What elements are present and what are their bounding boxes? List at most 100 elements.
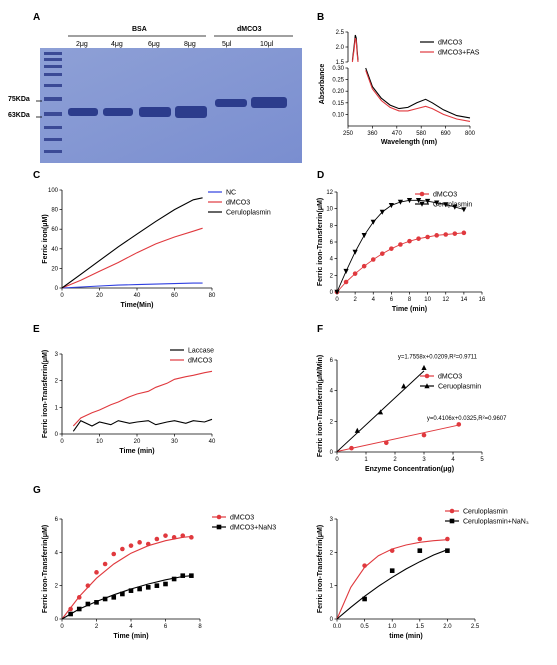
legend-label: dMCO3 xyxy=(188,358,212,365)
y-tick-label: 2 xyxy=(330,273,334,279)
gel-lane-label: 6μg xyxy=(148,41,160,48)
y-tick-label: 80 xyxy=(51,208,58,214)
legend-item: Ceruplasmin xyxy=(415,202,472,209)
series-line xyxy=(72,370,213,427)
x-tick-label: 20 xyxy=(96,293,103,299)
gel-lane-label: 5μl xyxy=(222,41,232,48)
plot-area: 1.5 2.0 2.5 0.10 0.15 0.20 0.25 0.30 250 360 470 58… xyxy=(319,30,476,146)
x-tick-label: 0 xyxy=(60,624,64,630)
data-point xyxy=(145,585,151,590)
x-tick-label: 80 xyxy=(209,293,216,299)
y-tick-label: 10 xyxy=(326,207,333,213)
y-tick-label: 2.5 xyxy=(336,30,345,36)
legend-item: dMCO3 xyxy=(420,40,462,47)
data-point xyxy=(343,279,349,285)
data-point xyxy=(384,440,389,446)
data-point xyxy=(137,540,142,545)
plot-area: 0 10 20 30 40 0 1 2 3 Time (min) Ferric iron-Trans… xyxy=(42,350,216,455)
data-point xyxy=(362,596,367,602)
fit-curve xyxy=(61,535,192,620)
y-axis-label: Ferric iron-Transferrin(μM) xyxy=(42,350,49,438)
legend-item: NC xyxy=(208,190,236,197)
y-tick-label: 0 xyxy=(55,286,59,292)
data-point xyxy=(111,595,117,600)
data-point xyxy=(163,533,168,538)
series-line-lower xyxy=(365,67,471,119)
chart-g2: 0.0 0.5 1.0 1.5 2.0 2.5 0 1 2 3 time (min) Ferric i… xyxy=(317,509,529,641)
data-point xyxy=(445,548,450,553)
panel-letter-g: G xyxy=(33,485,41,496)
y-axis-label: Ferric iron-Transferrin(μM) xyxy=(317,525,324,613)
data-point xyxy=(102,596,108,602)
legend-item: dMCO3 xyxy=(212,515,254,522)
x-tick-label: 6 xyxy=(164,624,168,630)
data-point xyxy=(349,445,354,451)
gel-marker-63: 63KDa xyxy=(8,112,30,119)
data-point xyxy=(180,533,186,538)
data-point xyxy=(388,203,394,209)
data-point xyxy=(189,573,194,578)
annotation: y=0.4106x+0.0325,R²=0.9607 xyxy=(427,416,507,422)
data-point xyxy=(361,233,367,239)
x-tick-label: 30 xyxy=(171,439,178,445)
y-axis-label: Ferric iron-Transferrin(μM/Min) xyxy=(317,355,324,457)
x-tick-label: 8 xyxy=(408,297,412,303)
x-axis-label: Time(Min) xyxy=(121,302,154,309)
legend-label: NC xyxy=(226,190,236,197)
panel-letter-d: D xyxy=(317,170,325,181)
legend-label: dMCO3 xyxy=(433,192,457,199)
x-tick-label: 690 xyxy=(441,131,452,137)
series-line xyxy=(72,418,213,432)
y-tick-label: 20 xyxy=(51,266,58,272)
x-tick-label: 16 xyxy=(479,297,486,303)
series-line xyxy=(336,232,464,293)
y-tick-label: 3 xyxy=(55,352,59,358)
series-dMCO3 xyxy=(61,227,203,289)
series-Ceruloplasmin xyxy=(61,197,203,289)
x-tick-label: 40 xyxy=(209,439,216,445)
x-tick-label: 0.0 xyxy=(333,624,342,630)
x-axis-label: Enzyme Concentration(μg) xyxy=(365,466,454,473)
series-dMCO3 xyxy=(61,533,194,620)
chart-e: 0 10 20 30 40 0 1 2 3 Time (min) Ferric iron-Trans… xyxy=(42,348,216,456)
data-point xyxy=(154,536,160,542)
data-point xyxy=(377,409,384,415)
gel-group-dmco3: dMCO3 xyxy=(237,26,262,33)
y-tick-label: 1 xyxy=(55,405,59,411)
x-tick-label: 2.0 xyxy=(443,624,452,630)
data-point xyxy=(85,601,91,607)
data-point xyxy=(425,198,431,204)
data-point xyxy=(434,233,439,238)
panel-letter-b: B xyxy=(317,12,325,23)
data-point xyxy=(68,611,73,617)
legend-marker xyxy=(449,518,455,524)
data-point xyxy=(389,548,395,553)
plot-area: 0 2 4 6 8 0 2 4 6 Time (min) Ferric iron-Transferr… xyxy=(42,517,202,640)
data-point xyxy=(361,263,367,269)
data-point xyxy=(401,383,407,389)
legend-item: Laccase xyxy=(170,348,214,355)
series-Laccase xyxy=(72,418,213,432)
gel-bands xyxy=(68,97,287,118)
data-point xyxy=(370,219,376,225)
legend-item: dMCO3 xyxy=(208,200,250,207)
series-dMCO3 xyxy=(351,34,471,119)
data-point xyxy=(102,561,108,567)
y-tick-label: 0.20 xyxy=(332,89,344,95)
data-point xyxy=(389,568,395,573)
data-point xyxy=(189,535,194,540)
data-point xyxy=(120,591,125,597)
x-tick-label: 10 xyxy=(424,297,431,303)
y-tick-label: 4 xyxy=(330,389,334,395)
y-tick-label: 0.30 xyxy=(332,66,344,72)
data-point xyxy=(421,364,427,370)
data-point xyxy=(343,268,349,274)
legend-item: dMCO3+FAS xyxy=(420,50,480,57)
y-tick-label: 0 xyxy=(330,450,334,456)
data-point xyxy=(76,606,82,612)
legend-marker xyxy=(419,191,425,197)
legend-label: dMCO3 xyxy=(438,40,462,47)
data-point xyxy=(416,236,421,241)
y-tick-label: 0 xyxy=(55,617,59,623)
legend-label: Ceruloplasmin xyxy=(226,210,271,217)
